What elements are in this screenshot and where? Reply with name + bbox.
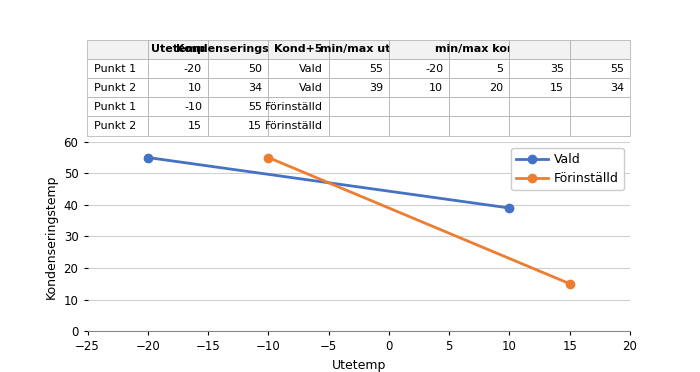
X-axis label: Utetemp: Utetemp	[332, 359, 386, 372]
Line: Vald: Vald	[144, 153, 514, 212]
Legend: Vald, Förinställd: Vald, Förinställd	[512, 148, 624, 190]
Y-axis label: Kondenseringstemp: Kondenseringstemp	[45, 174, 58, 299]
Line: Förinställd: Förinställd	[264, 153, 574, 288]
Vald	[144, 155, 152, 160]
Förinställd	[566, 282, 574, 286]
Vald	[505, 206, 514, 210]
Förinställd	[264, 155, 272, 160]
